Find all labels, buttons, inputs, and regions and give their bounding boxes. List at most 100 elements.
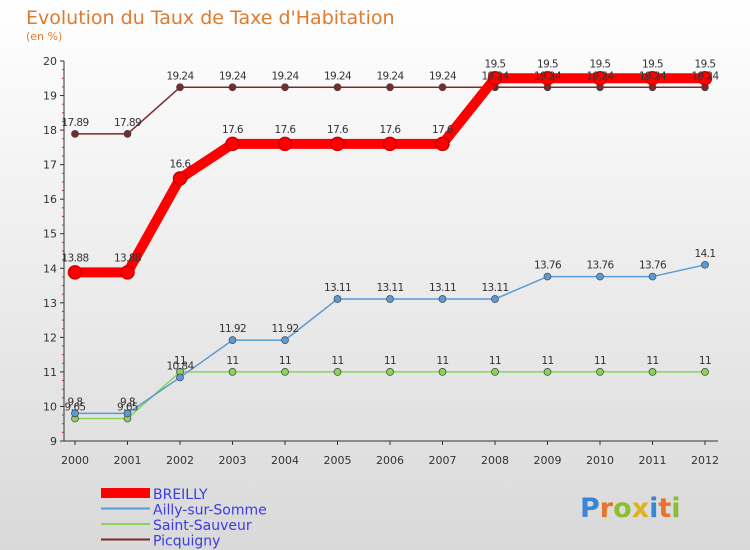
data-label: 19.24 (429, 70, 457, 82)
data-point (330, 136, 345, 152)
x-tick-label: 2008 (481, 454, 509, 467)
y-tick-label: 16 (43, 193, 57, 206)
data-label: 17.89 (114, 117, 141, 129)
chart-unit: (en %) (26, 30, 62, 43)
legend-label: BREILLY (153, 487, 208, 503)
data-label: 19.5 (485, 58, 506, 70)
data-label: 13.76 (534, 260, 562, 272)
legend: BREILLYAilly-sur-SommeSaint-SauveurPicqu… (101, 487, 267, 550)
data-label: 10.84 (166, 360, 194, 372)
data-point (491, 295, 499, 303)
x-tick-label: 2002 (166, 454, 194, 467)
data-point (172, 171, 188, 186)
data-label: 11 (331, 355, 343, 367)
y-tick-label: 20 (43, 55, 57, 68)
legend-label: Saint-Sauveur (153, 518, 252, 534)
data-label: 9.8 (120, 396, 135, 408)
logo-letter: i (649, 493, 658, 524)
x-tick-label: 2010 (586, 454, 614, 467)
data-label: 11 (436, 355, 448, 367)
data-label: 19.24 (691, 70, 719, 82)
data-point (438, 295, 447, 303)
data-label: 19.5 (642, 58, 663, 70)
y-tick-label: 10 (43, 400, 57, 413)
axes: 9 10 11 12 13 14 15 16 17 18 19 20 2000 2001 2002 2003 2… (43, 55, 719, 467)
data-label: 17.89 (61, 117, 88, 129)
data-point (645, 71, 660, 86)
data-point (697, 71, 713, 86)
data-point (596, 368, 604, 376)
y-tick-label: 19 (43, 90, 57, 103)
data-point (67, 265, 83, 280)
data-point (333, 83, 342, 92)
logo-letter: x (632, 493, 649, 524)
x-tick-label: 2006 (376, 454, 404, 467)
data-label: 11 (594, 355, 606, 367)
x-tick-label: 2012 (691, 454, 719, 467)
data-label: 19.24 (376, 70, 404, 82)
logo-letter: o (613, 493, 632, 524)
y-tick-label: 12 (43, 331, 57, 344)
data-point (382, 136, 398, 152)
data-label: 17.6 (380, 124, 402, 136)
data-label: 19.24 (324, 70, 352, 82)
data-label: 11 (699, 355, 711, 367)
data-label: 13.11 (324, 282, 351, 294)
data-label: 17.6 (327, 124, 349, 136)
data-label: 13.11 (376, 282, 403, 294)
data-label: 17.6 (275, 124, 297, 136)
data-point (435, 136, 450, 152)
y-tick-label: 14 (43, 262, 57, 275)
data-label: 13.11 (429, 282, 456, 294)
data-point (228, 83, 237, 92)
data-point (386, 83, 394, 92)
data-label: 11 (541, 355, 553, 367)
data-label: 13.76 (586, 260, 614, 272)
data-label: 13.88 (114, 252, 141, 264)
logo-letter: P (580, 493, 600, 524)
y-tick-label: 17 (43, 159, 57, 172)
data-point (228, 336, 237, 344)
data-point (71, 409, 79, 418)
data-label: 19.5 (590, 58, 611, 70)
data-label: 9.65 (117, 402, 138, 414)
data-point (648, 368, 657, 376)
data-point (176, 83, 184, 92)
y-tick-label: 18 (43, 124, 57, 137)
data-label: 11 (489, 355, 501, 367)
y-tick-label: 15 (43, 228, 57, 241)
data-label: 11 (646, 355, 658, 367)
logo-letter: i (671, 493, 680, 524)
data-label: 19.24 (586, 70, 614, 82)
data-point (701, 260, 709, 269)
data-point (438, 83, 447, 92)
data-label: 16.6 (170, 158, 192, 170)
x-tick-label: 2007 (429, 454, 457, 467)
data-label: 19.24 (639, 70, 667, 82)
data-point (386, 295, 394, 303)
data-label: 17.6 (432, 124, 454, 136)
logo-letter: t (658, 493, 671, 524)
data-label: 19.24 (271, 70, 299, 82)
y-tick-label: 11 (43, 366, 57, 379)
data-label: 13.88 (61, 252, 88, 264)
data-point (596, 272, 604, 281)
data-label: 11 (226, 355, 238, 367)
data-point (543, 368, 552, 376)
data-label: 19.5 (537, 58, 558, 70)
data-label: 19.24 (534, 70, 562, 82)
data-point (333, 295, 342, 303)
x-tick-label: 2000 (61, 454, 89, 467)
series-lines (67, 71, 713, 423)
data-point (540, 71, 555, 86)
data-point (71, 130, 79, 138)
data-label: 11 (174, 355, 186, 367)
data-point (333, 368, 342, 376)
data-labels: 17.89 17.89 19.24 19.24 19.24 19.24 19.24 19.24… (61, 58, 720, 414)
data-label: 9.8 (68, 396, 83, 408)
data-point (281, 368, 289, 376)
x-tick-label: 2005 (324, 454, 352, 467)
data-point (228, 368, 237, 376)
legend-label: Ailly-sur-Somme (153, 503, 267, 519)
